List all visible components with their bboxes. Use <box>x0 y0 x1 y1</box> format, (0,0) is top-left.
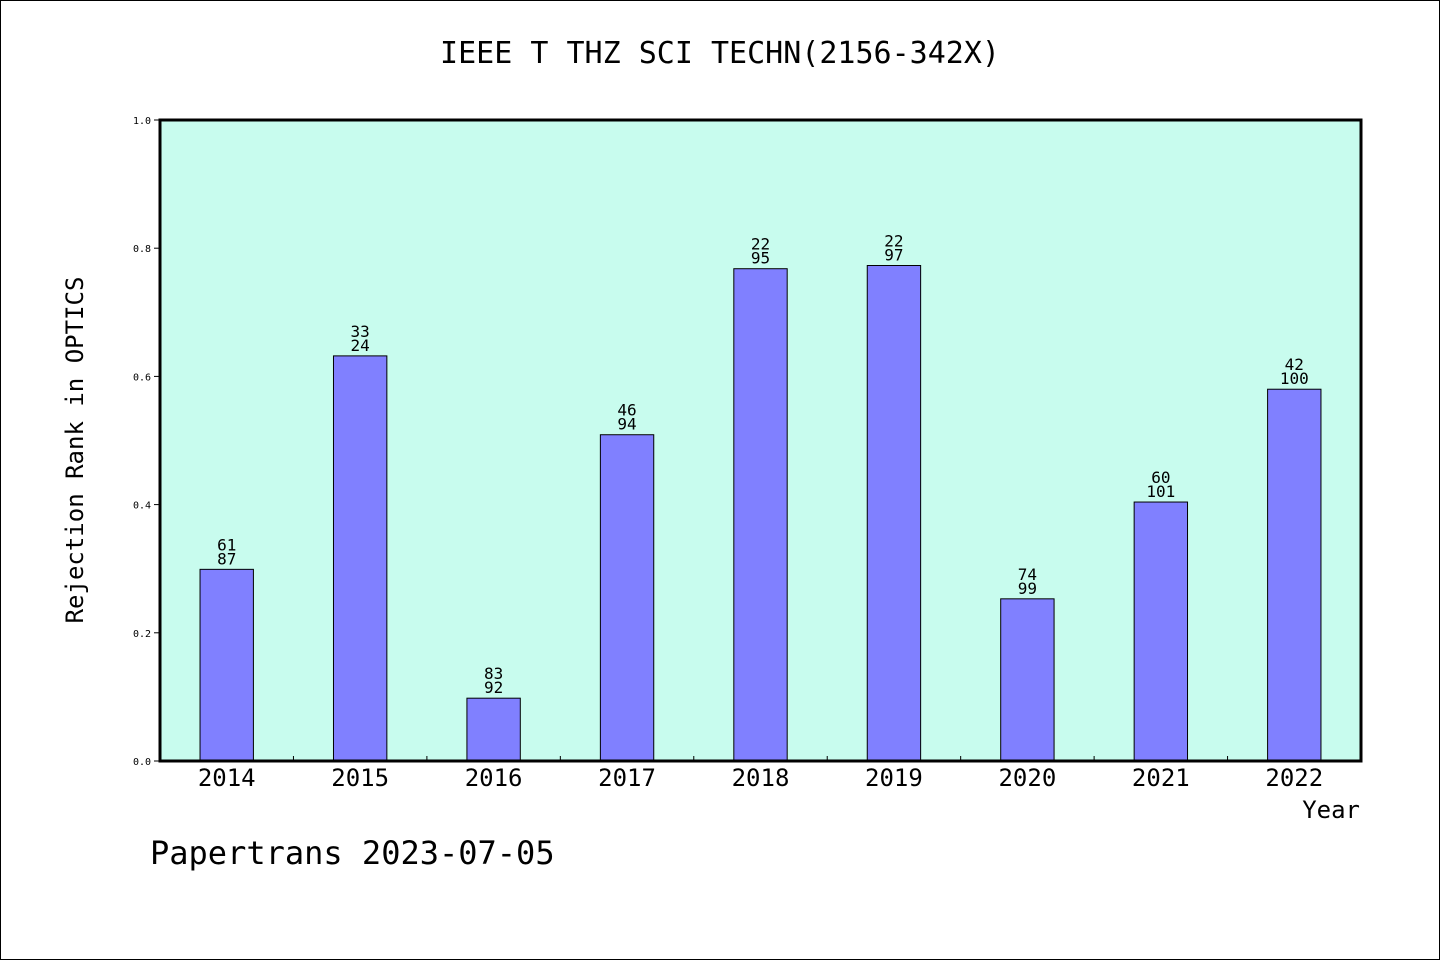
bar <box>199 568 254 762</box>
plot-border <box>158 118 1363 763</box>
x-tick-label: 2021 <box>1132 764 1190 792</box>
bar <box>866 265 922 762</box>
y-tick-label: 1.0 <box>133 116 151 127</box>
bar-label-top: 74 <box>1018 565 1037 584</box>
bar-label-top: 60 <box>1151 468 1170 487</box>
bar-label-top: 46 <box>617 401 636 420</box>
bar-label-bottom: 101 <box>1146 482 1175 501</box>
bar-label-bottom: 97 <box>884 246 903 265</box>
y-tick-label: 0.4 <box>133 501 151 512</box>
chart-title: IEEE T THZ SCI TECHN(2156-342X) <box>440 36 1000 71</box>
x-tick-label: 2020 <box>998 764 1056 792</box>
bar <box>332 355 388 762</box>
x-tick-label: 2017 <box>598 764 656 792</box>
x-tick-label: 2018 <box>732 764 790 792</box>
bar <box>1000 598 1055 762</box>
bar-label-bottom: 87 <box>217 549 236 568</box>
bar-label-top: 83 <box>484 664 503 683</box>
y-tick-label: 0.8 <box>133 244 151 255</box>
bar-label-top: 33 <box>351 322 370 341</box>
bar-label-bottom: 100 <box>1280 369 1309 388</box>
bar <box>466 697 521 762</box>
bar-label-bottom: 95 <box>751 249 770 268</box>
bar-label-top: 22 <box>884 232 903 251</box>
bar-label-top: 22 <box>751 235 770 254</box>
bar <box>1133 501 1189 762</box>
y-tick-label: 0.2 <box>133 629 151 640</box>
x-tick-label: 2015 <box>331 764 389 792</box>
y-tick-label: 0.0 <box>133 757 151 768</box>
x-tick-label: 2019 <box>865 764 923 792</box>
bar-label-bottom: 92 <box>484 678 503 697</box>
x-tick-label: 2014 <box>198 764 256 792</box>
bar <box>733 268 788 762</box>
bar-label-top: 61 <box>217 535 236 554</box>
bar <box>599 434 655 762</box>
y-tick-label: 0.6 <box>133 372 151 383</box>
bar-label-bottom: 99 <box>1018 579 1037 598</box>
x-tick-label: 2016 <box>465 764 523 792</box>
x-tick-label: 2022 <box>1265 764 1323 792</box>
bar-label-bottom: 94 <box>617 415 636 434</box>
bar-label-bottom: 24 <box>351 336 370 355</box>
x-axis-label: Year <box>1302 796 1360 824</box>
bar <box>1267 388 1322 762</box>
bar-label-top: 42 <box>1285 355 1304 374</box>
footer-watermark: Papertrans 2023-07-05 <box>150 834 555 872</box>
